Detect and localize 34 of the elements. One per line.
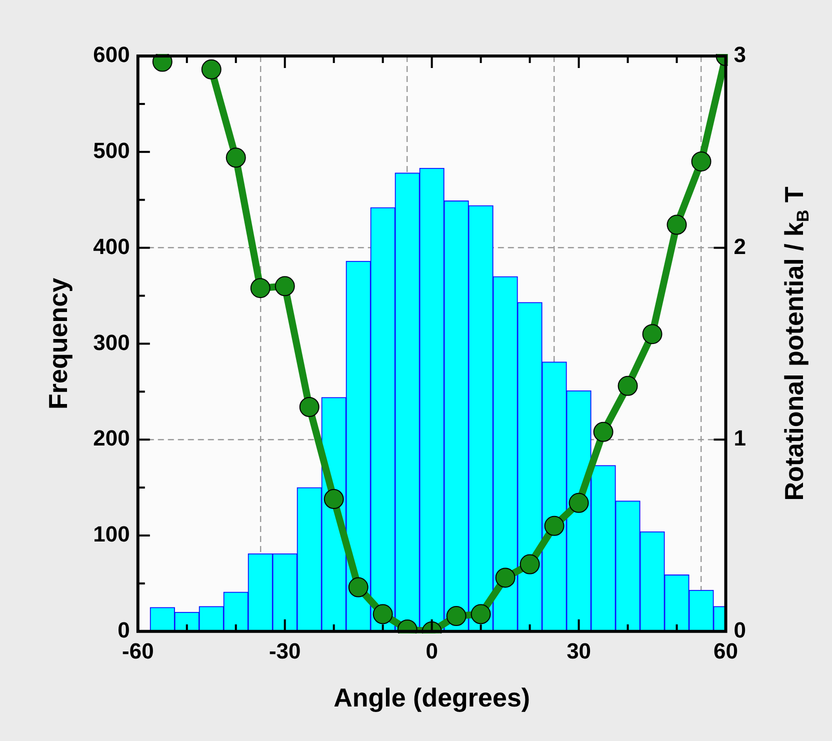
point — [544, 516, 564, 536]
point — [495, 568, 516, 588]
point — [568, 492, 589, 513]
point — [250, 278, 270, 298]
y-tick-label: 100 — [93, 522, 130, 547]
x-tick-label: 0 — [426, 638, 438, 664]
y-tick-label: 200 — [93, 426, 130, 451]
y2-tick-label: 1 — [734, 426, 746, 451]
y-tick-label: 500 — [93, 138, 130, 163]
x-tick-label: -30 — [268, 638, 301, 664]
y2-tick-label: 3 — [734, 42, 746, 68]
y-tick-label: 400 — [93, 234, 130, 259]
y-tick-label: 600 — [93, 42, 130, 68]
y2-tick-label: 2 — [734, 234, 746, 259]
point — [372, 604, 393, 624]
y2-axis-title: Rotational potential / kB T — [778, 186, 812, 501]
point — [470, 604, 491, 624]
y-tick-label: 300 — [93, 330, 130, 355]
point — [520, 554, 540, 574]
point — [348, 577, 368, 598]
point — [446, 606, 466, 626]
y-axis-title: Frequency — [42, 277, 73, 410]
point — [324, 489, 344, 510]
point — [299, 396, 320, 417]
point — [618, 376, 638, 396]
x-tick-label: 30 — [566, 638, 592, 664]
point — [274, 276, 295, 296]
x-axis-title: Angle (degrees) — [334, 682, 530, 713]
point — [226, 148, 246, 168]
point — [691, 151, 712, 172]
point — [201, 59, 222, 80]
point — [642, 324, 662, 344]
point — [666, 214, 687, 235]
point — [593, 422, 614, 442]
